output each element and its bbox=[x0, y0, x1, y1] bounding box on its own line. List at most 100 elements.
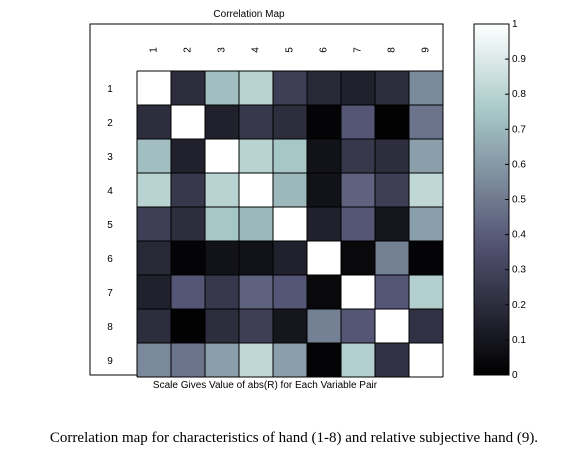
heatmap-cell bbox=[375, 207, 409, 241]
heatmap-cell bbox=[375, 71, 409, 105]
heatmap-cell bbox=[375, 275, 409, 309]
heatmap-cell bbox=[137, 309, 171, 343]
heatmap-cell bbox=[205, 207, 239, 241]
heatmap-cell bbox=[409, 241, 443, 275]
colorbar-tick-label: 0.2 bbox=[512, 300, 526, 311]
row-label: 1 bbox=[107, 84, 113, 95]
colorbar-tick-label: 0.9 bbox=[512, 54, 526, 65]
heatmap-cell bbox=[409, 207, 443, 241]
heatmap-cell bbox=[409, 173, 443, 207]
heatmap-cell bbox=[137, 207, 171, 241]
heatmap-cell bbox=[273, 139, 307, 173]
heatmap-grid bbox=[136, 70, 444, 378]
heatmap-cell bbox=[375, 173, 409, 207]
heatmap-cell bbox=[273, 241, 307, 275]
heatmap-cell bbox=[409, 71, 443, 105]
heatmap-cell bbox=[205, 139, 239, 173]
heatmap-cell bbox=[171, 309, 205, 343]
row-label: 4 bbox=[107, 186, 113, 197]
heatmap-cell bbox=[273, 343, 307, 377]
heatmap-cell bbox=[307, 71, 341, 105]
heatmap-cell bbox=[171, 241, 205, 275]
heatmap-cell bbox=[171, 275, 205, 309]
heatmap-cell bbox=[307, 309, 341, 343]
heatmap-cell bbox=[375, 343, 409, 377]
heatmap-cell bbox=[205, 71, 239, 105]
colorbar-tick-label: 1 bbox=[512, 19, 518, 30]
heatmap-cell bbox=[137, 275, 171, 309]
heatmap-cell bbox=[273, 207, 307, 241]
heatmap-cell bbox=[341, 275, 375, 309]
heatmap-cell bbox=[307, 207, 341, 241]
heatmap-cell bbox=[205, 241, 239, 275]
colorbar-tick-label: 0.7 bbox=[512, 124, 526, 135]
heatmap-cell bbox=[239, 343, 273, 377]
heatmap-cell bbox=[171, 105, 205, 139]
heatmap-cell bbox=[239, 275, 273, 309]
heatmap-cell bbox=[409, 105, 443, 139]
heatmap-cell bbox=[205, 343, 239, 377]
heatmap-cell bbox=[375, 139, 409, 173]
row-label: 8 bbox=[107, 322, 113, 333]
heatmap-cell bbox=[171, 139, 205, 173]
figure-caption: Correlation map for characteristics of h… bbox=[49, 430, 539, 446]
heatmap-cell bbox=[273, 71, 307, 105]
heatmap-cell bbox=[375, 241, 409, 275]
row-label: 3 bbox=[107, 152, 113, 163]
column-label: 6 bbox=[319, 47, 330, 53]
heatmap-cell bbox=[239, 207, 273, 241]
column-label: 9 bbox=[421, 47, 432, 53]
heatmap-cell bbox=[307, 105, 341, 139]
heatmap-cell bbox=[205, 105, 239, 139]
heatmap-cell bbox=[239, 105, 273, 139]
heatmap-cell bbox=[273, 309, 307, 343]
heatmap-cell bbox=[341, 241, 375, 275]
heatmap-cell bbox=[137, 173, 171, 207]
heatmap-cell bbox=[171, 343, 205, 377]
column-label: 7 bbox=[353, 47, 364, 53]
heatmap-cell bbox=[341, 139, 375, 173]
heatmap-cell bbox=[273, 173, 307, 207]
heatmap-cell bbox=[307, 343, 341, 377]
heatmap-cell bbox=[341, 71, 375, 105]
heatmap-cell bbox=[205, 309, 239, 343]
x-axis-label: Scale Gives Value of abs(R) for Each Var… bbox=[153, 380, 378, 391]
column-label: 3 bbox=[217, 47, 228, 53]
heatmap-cell bbox=[307, 139, 341, 173]
column-label: 4 bbox=[251, 47, 262, 53]
heatmap-cell bbox=[341, 309, 375, 343]
heatmap-cell bbox=[205, 275, 239, 309]
heatmap-cell bbox=[239, 173, 273, 207]
row-label: 6 bbox=[107, 254, 113, 265]
heatmap-cell bbox=[239, 309, 273, 343]
heatmap-cell bbox=[341, 207, 375, 241]
heatmap-cell bbox=[341, 105, 375, 139]
heatmap-cell bbox=[307, 275, 341, 309]
heatmap-cell bbox=[307, 241, 341, 275]
row-label: 5 bbox=[107, 220, 113, 231]
heatmap-cell bbox=[137, 343, 171, 377]
heatmap-cell bbox=[409, 275, 443, 309]
colorbar-ticks: 0 0.1 0.2 0.3 0.4 0.5 0.6 0.7 0.8 0.9 1 bbox=[505, 19, 526, 381]
heatmap-cell bbox=[171, 71, 205, 105]
colorbar-tick-label: 0 bbox=[512, 370, 518, 381]
heatmap-cell bbox=[239, 241, 273, 275]
heatmap-cell bbox=[137, 241, 171, 275]
row-label: 2 bbox=[107, 118, 113, 129]
heatmap-cell bbox=[137, 71, 171, 105]
heatmap-cell bbox=[307, 173, 341, 207]
colorbar-tick-label: 0.5 bbox=[512, 195, 526, 206]
colorbar-tick-label: 0.4 bbox=[512, 230, 526, 241]
row-label: 9 bbox=[107, 356, 113, 367]
heatmap-cell bbox=[171, 207, 205, 241]
column-label: 2 bbox=[183, 47, 194, 53]
heatmap-cell bbox=[341, 343, 375, 377]
colorbar-tick-label: 0.6 bbox=[512, 159, 526, 170]
heatmap-cell bbox=[239, 71, 273, 105]
heatmap-cell bbox=[375, 105, 409, 139]
colorbar-tick-label: 0.3 bbox=[512, 265, 526, 276]
heatmap-cell bbox=[375, 309, 409, 343]
column-label: 8 bbox=[387, 47, 398, 53]
heatmap-cell bbox=[409, 343, 443, 377]
